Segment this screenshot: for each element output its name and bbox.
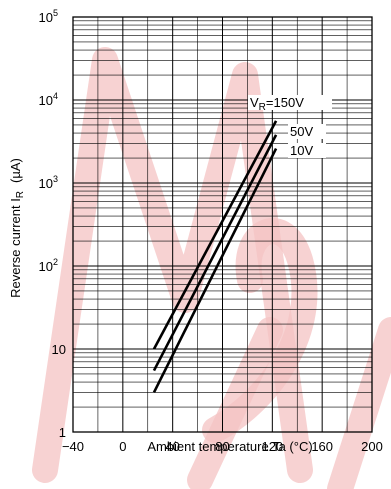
y-tick-label: 1 — [59, 425, 66, 440]
series-label: 10V — [290, 143, 313, 158]
x-tick-label: 120 — [261, 439, 283, 454]
series-label-background — [288, 124, 326, 139]
y-axis-label-main: Reverse current I — [8, 198, 23, 298]
series-label-background — [248, 95, 332, 110]
x-axis-label: Ambient temperature Ta (°C) — [147, 439, 312, 454]
grid-major — [72, 16, 373, 433]
x-tick-label: 200 — [361, 439, 383, 454]
y-tick-label: 105 — [39, 8, 58, 25]
series-label: 50V — [290, 124, 313, 139]
y-axis-label-subscript: R — [15, 191, 26, 198]
x-tick-label: 0 — [119, 439, 126, 454]
watermark — [32, 47, 391, 489]
x-tick-label: 160 — [311, 439, 333, 454]
plot-frame — [72, 16, 373, 433]
series-label-background — [288, 143, 326, 158]
y-tick-label: 103 — [39, 174, 58, 191]
watermark-stroke — [187, 317, 283, 489]
y-axis-label-unit: (µA) — [8, 158, 23, 183]
x-tick-label: 40 — [165, 439, 179, 454]
x-tick-label: −40 — [62, 439, 84, 454]
x-tick-label: 80 — [215, 439, 229, 454]
series-line — [152, 134, 278, 372]
series-labels: VR=150V 50V 10V — [248, 95, 332, 158]
y-axis-label: Reverse current IR (µA) — [8, 158, 26, 298]
watermark-stroke — [202, 218, 318, 443]
series-line — [152, 120, 278, 350]
y-tick-label: 10 — [52, 342, 66, 357]
series-label: VR=150V — [250, 95, 304, 113]
series-layer — [152, 120, 278, 393]
x-tick-labels: −40 0 40 80 120 160 200 — [62, 439, 383, 454]
series-line — [152, 147, 278, 393]
watermark-stroke — [327, 317, 391, 489]
watermark-stroke — [32, 47, 313, 483]
y-tick-label: 102 — [39, 257, 58, 274]
y-tick-label: 104 — [39, 91, 58, 108]
